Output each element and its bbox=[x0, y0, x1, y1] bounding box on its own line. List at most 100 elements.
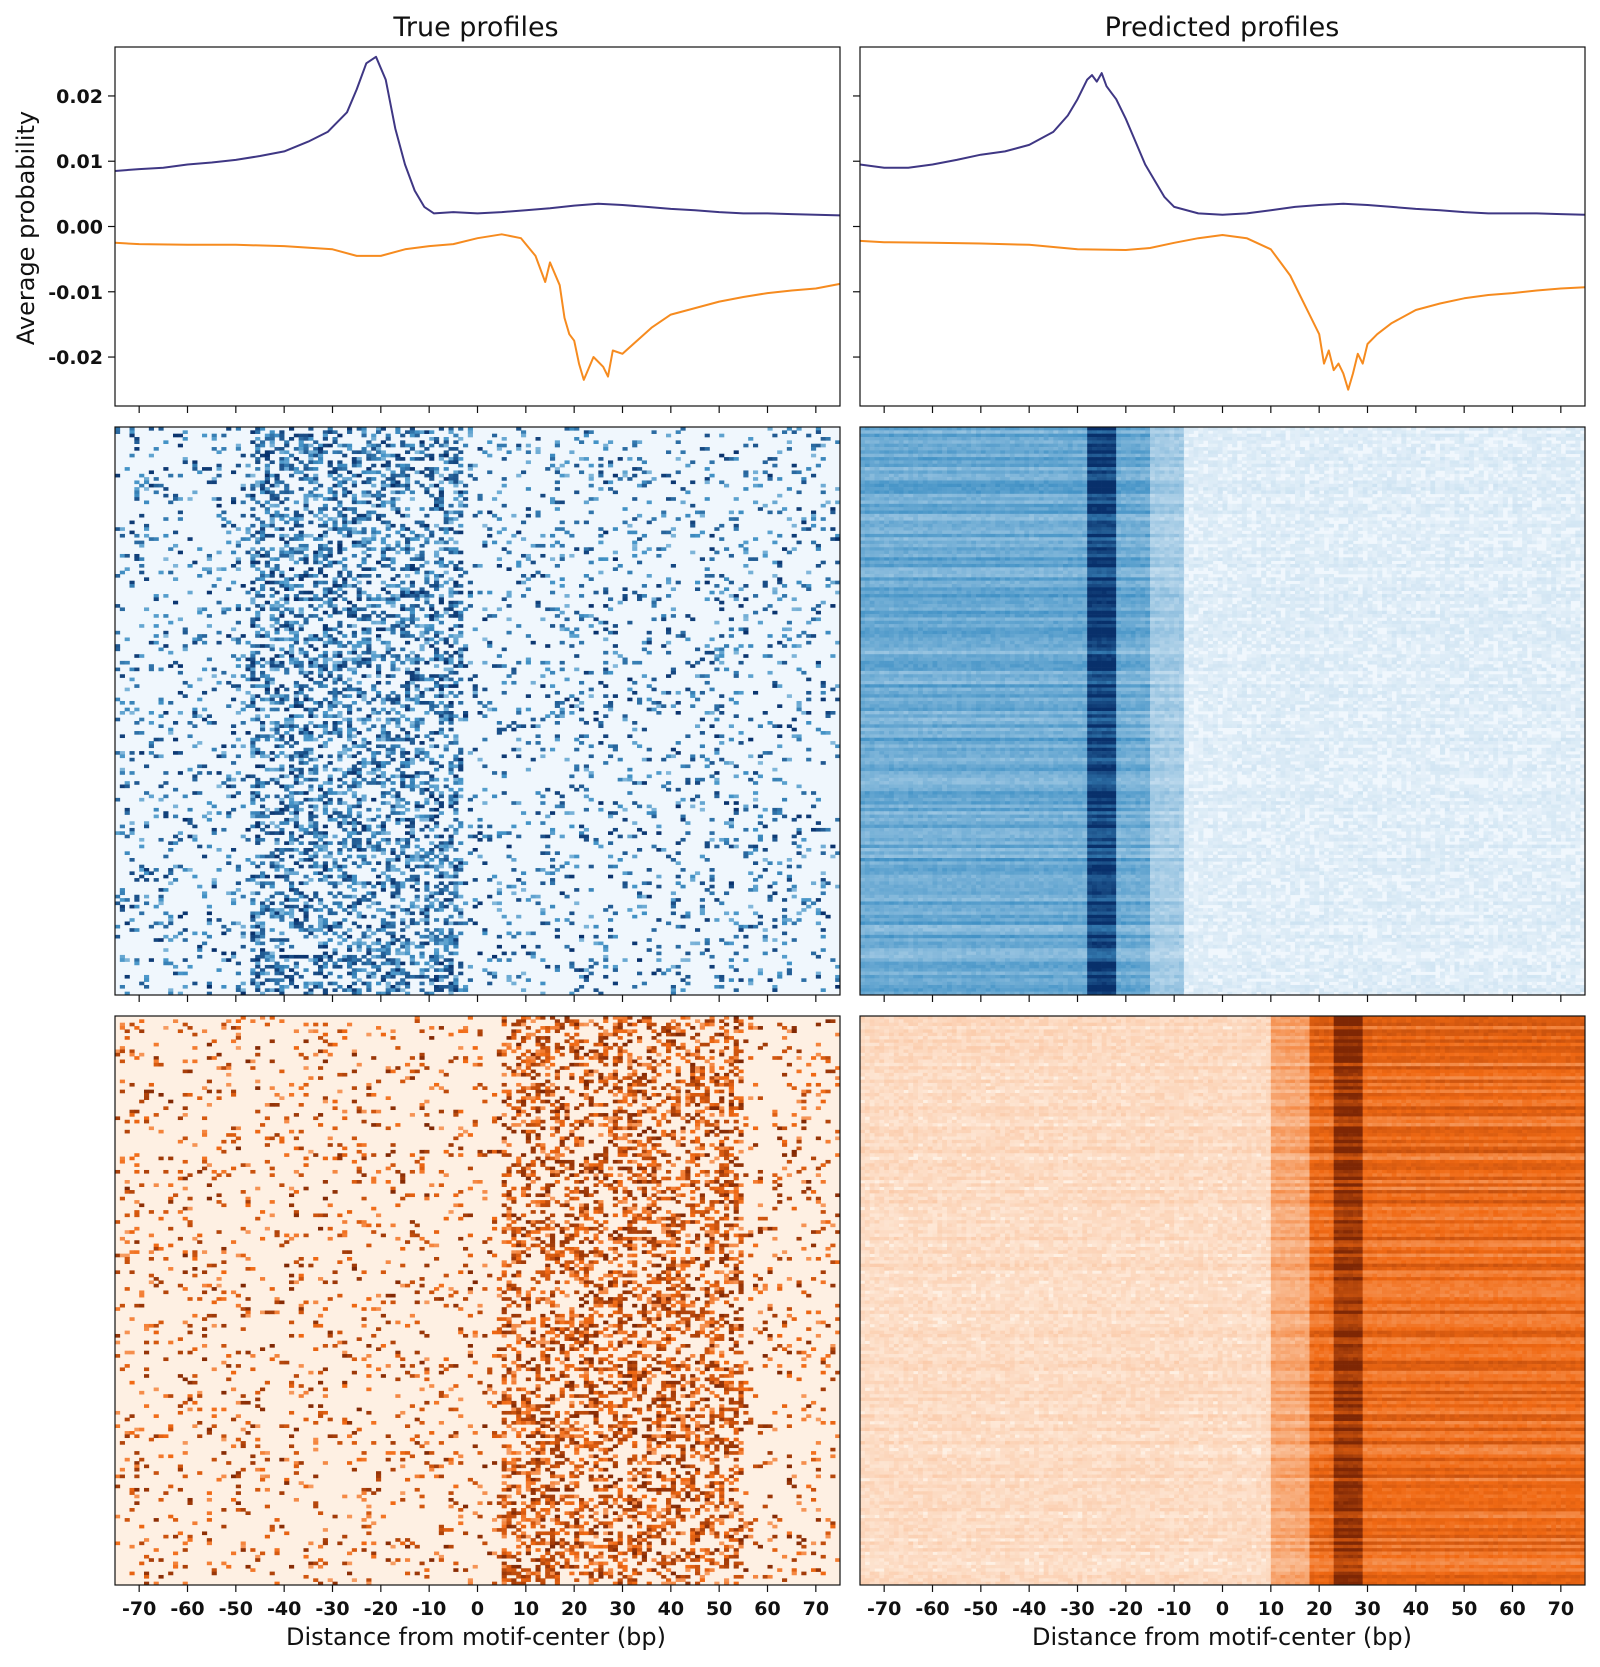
heatmap-cell bbox=[405, 527, 410, 531]
heatmap-cell bbox=[333, 527, 338, 531]
heatmap-cell bbox=[241, 537, 246, 541]
heatmap-cell bbox=[163, 557, 168, 561]
heatmap-cell bbox=[748, 557, 753, 561]
heatmap-cell bbox=[173, 544, 178, 548]
heatmap-cell bbox=[207, 567, 212, 571]
heatmap-cell bbox=[555, 541, 560, 545]
heatmap-cell bbox=[357, 460, 362, 464]
heatmap-cell bbox=[429, 457, 434, 461]
heatmap-cell bbox=[308, 457, 313, 461]
heatmap-cell bbox=[550, 501, 555, 505]
heatmap-cell bbox=[381, 457, 386, 461]
heatmap-cell bbox=[816, 564, 821, 568]
heatmap-cell bbox=[584, 501, 589, 505]
heatmap-cell bbox=[323, 587, 328, 591]
heatmap-cell bbox=[632, 444, 637, 448]
heatmap-cell bbox=[521, 574, 526, 578]
heatmap-cell bbox=[366, 444, 371, 448]
heatmap-cell bbox=[381, 541, 386, 545]
heatmap-cell bbox=[453, 477, 458, 481]
heatmap-cell bbox=[777, 534, 782, 538]
heatmap-cell bbox=[149, 454, 154, 458]
heatmap-cell bbox=[458, 514, 463, 518]
heatmap-cell bbox=[536, 437, 541, 441]
heatmap-cell bbox=[386, 584, 391, 588]
heatmap-cell bbox=[250, 497, 255, 501]
heatmap-cell bbox=[362, 517, 367, 521]
heatmap-cell bbox=[178, 517, 183, 521]
heatmap-cell bbox=[313, 557, 318, 561]
heatmap-cell bbox=[405, 430, 410, 434]
heatmap-cell bbox=[197, 574, 202, 578]
heatmap-cell bbox=[555, 444, 560, 448]
heatmap-cell bbox=[473, 564, 478, 568]
heatmap-cell bbox=[821, 444, 826, 448]
heatmap-cell bbox=[821, 504, 826, 508]
heatmap-cell bbox=[241, 484, 246, 488]
heatmap-cell bbox=[487, 511, 492, 515]
heatmap-cell bbox=[188, 564, 193, 568]
heatmap-cell bbox=[516, 447, 521, 451]
heatmap-cell bbox=[275, 504, 280, 508]
heatmap-cell bbox=[173, 434, 178, 438]
heatmap-cell bbox=[405, 587, 410, 591]
heatmap-cell bbox=[149, 470, 154, 474]
heatmap-cell bbox=[719, 434, 724, 438]
heatmap-cell bbox=[439, 564, 444, 568]
heatmap-cell bbox=[299, 551, 304, 555]
heatmap-cell bbox=[410, 447, 415, 451]
heatmap-cell bbox=[724, 484, 729, 488]
heatmap-cell bbox=[811, 444, 816, 448]
heatmap-cell bbox=[279, 447, 284, 451]
heatmap-cell bbox=[420, 521, 425, 525]
heatmap-cell bbox=[594, 440, 599, 444]
heatmap-cell bbox=[313, 561, 318, 565]
heatmap-cell bbox=[492, 541, 497, 545]
heatmap-cell bbox=[458, 561, 463, 565]
heatmap-cell bbox=[453, 447, 458, 451]
heatmap-cell bbox=[463, 571, 468, 575]
heatmap-cell bbox=[250, 534, 255, 538]
heatmap-cell bbox=[695, 511, 700, 515]
heatmap-cell bbox=[362, 447, 367, 451]
heatmap-cell bbox=[304, 464, 309, 468]
heatmap-cell bbox=[192, 561, 197, 565]
heatmap-cell bbox=[777, 494, 782, 498]
heatmap-cell bbox=[255, 457, 260, 461]
heatmap-cell bbox=[299, 557, 304, 561]
heatmap-cell bbox=[405, 477, 410, 481]
heatmap-cell bbox=[429, 477, 434, 481]
heatmap-cell bbox=[284, 490, 289, 494]
heatmap-cell bbox=[381, 474, 386, 478]
heatmap-cell bbox=[420, 430, 425, 434]
heatmap-cell bbox=[337, 584, 342, 588]
heatmap-cell bbox=[318, 454, 323, 458]
heatmap-cell bbox=[415, 457, 420, 461]
heatmap-cell bbox=[265, 434, 270, 438]
heatmap-cell bbox=[642, 484, 647, 488]
heatmap-cell bbox=[371, 434, 376, 438]
heatmap-cell bbox=[313, 480, 318, 484]
heatmap-cell bbox=[178, 474, 183, 478]
heatmap-cell bbox=[149, 484, 154, 488]
heatmap-cell bbox=[255, 467, 260, 471]
heatmap-cell bbox=[366, 501, 371, 505]
heatmap-cell bbox=[318, 517, 323, 521]
heatmap-cell bbox=[830, 507, 835, 511]
heatmap-cell bbox=[342, 487, 347, 491]
heatmap-cell bbox=[260, 577, 265, 581]
heatmap-cell bbox=[289, 467, 294, 471]
heatmap-cell bbox=[806, 434, 811, 438]
heatmap-cell bbox=[333, 517, 338, 521]
heatmap-cell bbox=[555, 527, 560, 531]
heatmap-cell bbox=[333, 561, 338, 565]
heatmap-cell bbox=[429, 484, 434, 488]
heatmap-cell bbox=[284, 541, 289, 545]
heatmap-cell bbox=[661, 511, 666, 515]
heatmap-cell bbox=[569, 554, 574, 558]
heatmap-cell bbox=[690, 534, 695, 538]
heatmap-cell bbox=[304, 437, 309, 441]
heatmap-cell bbox=[608, 487, 613, 491]
heatmap-cell bbox=[487, 534, 492, 538]
heatmap-cell bbox=[429, 531, 434, 535]
